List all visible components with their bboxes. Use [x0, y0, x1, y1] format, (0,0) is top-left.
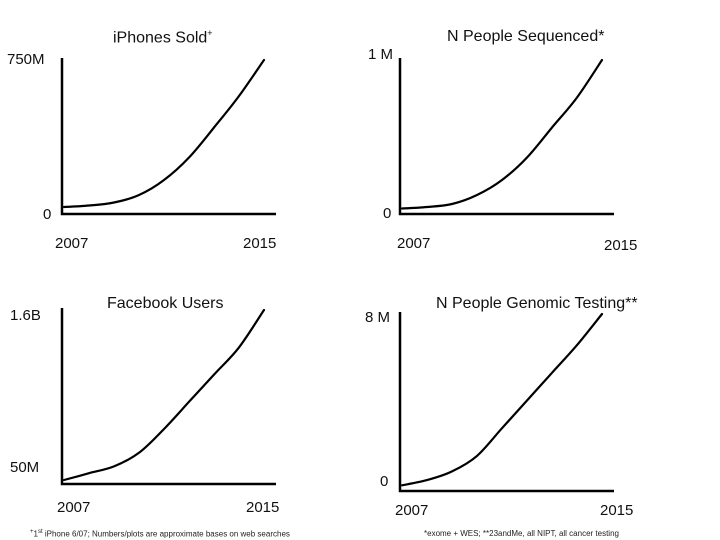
chart-1-x-tick-end: 2015: [243, 235, 277, 252]
chart-1-x-tick-start: 2007: [55, 235, 89, 252]
chart-3-y-tick-bottom: 50M: [10, 459, 40, 476]
chart-4-series-line: [400, 312, 604, 487]
chart-1-y-tick-top: 750M: [7, 51, 45, 68]
chart-3-x-tick-end: 2015: [246, 499, 280, 516]
chart-3-y-tick-top: 1.6B: [10, 307, 41, 324]
footnote-right: *exome + WES; **23andMe, all NIPT, all c…: [424, 529, 619, 538]
chart-3-series-line: [62, 308, 266, 482]
chart-3-x-tick-start: 2007: [57, 499, 91, 516]
chart-2-x-tick-start: 2007: [397, 235, 431, 252]
chart-4-x-tick-end: 2015: [600, 502, 634, 519]
chart-2-y-tick-bottom: 0: [383, 205, 392, 222]
chart-3-title: Facebook Users: [107, 295, 224, 312]
chart-1-y-tick-bottom: 0: [43, 206, 52, 223]
chart-1-series-line: [62, 58, 266, 209]
chart-2-y-tick-top: 1 M: [368, 46, 394, 63]
footnote-left: +1st iPhone 6/07; Numbers/plots are appr…: [30, 529, 290, 539]
chart-4-y-tick-top: 8 M: [365, 309, 391, 326]
chart-2-x-tick-end: 2015: [604, 237, 638, 254]
chart-2-series-line: [400, 58, 604, 210]
chart-1-axes: [60, 58, 276, 216]
chart-4-x-tick-start: 2007: [395, 502, 429, 519]
chart-2-title: N People Sequenced*: [447, 28, 605, 45]
chart-4-axes: [398, 312, 614, 493]
chart-2-axes: [398, 58, 614, 216]
chart-1-title: iPhones Sold+: [113, 28, 213, 47]
chart-4-y-tick-bottom: 0: [380, 473, 389, 490]
chart-3-axes: [60, 308, 276, 486]
chart-4-title: N People Genomic Testing**: [436, 295, 638, 312]
